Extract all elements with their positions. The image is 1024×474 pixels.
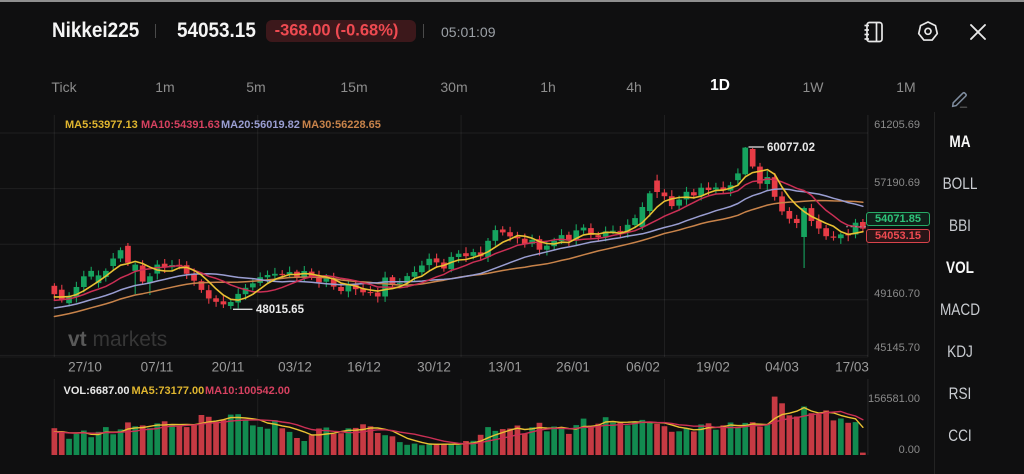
svg-text:vt markets: vt markets [68, 328, 167, 351]
